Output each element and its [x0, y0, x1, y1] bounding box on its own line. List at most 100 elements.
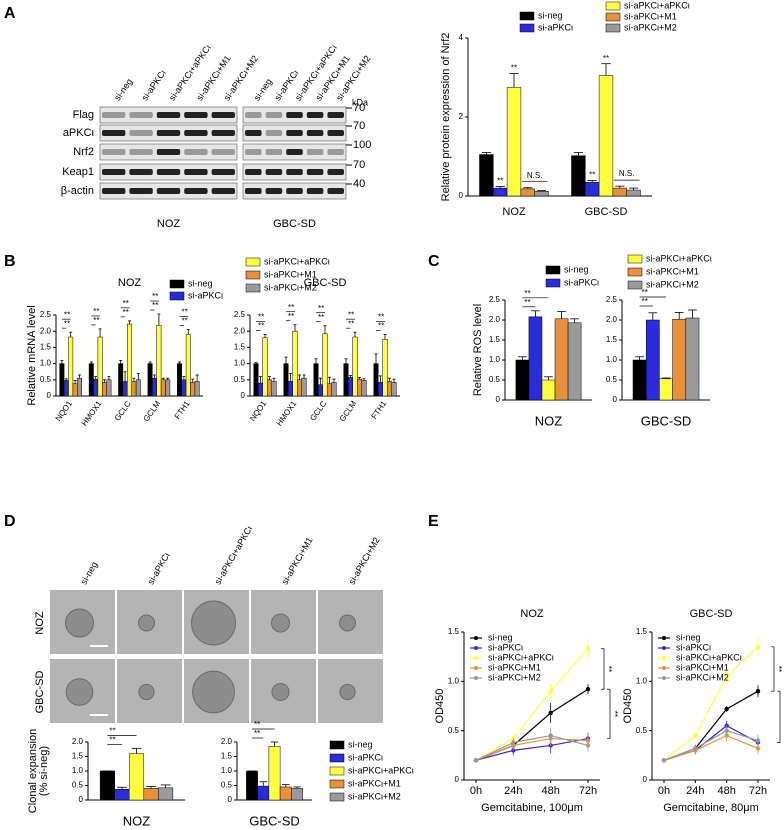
bar — [327, 383, 332, 397]
legend-marker — [474, 646, 478, 650]
marker — [548, 710, 553, 716]
bar — [160, 379, 166, 397]
blot-band — [156, 112, 181, 118]
blot-band — [129, 169, 153, 175]
legend-label: si-aPKCι — [564, 277, 599, 287]
bar — [659, 378, 673, 401]
line — [663, 734, 759, 761]
bar — [279, 786, 292, 801]
x-tick-label: GBC-SD — [585, 206, 628, 218]
legend-swatch — [605, 1, 621, 11]
x-tick-label: FTH1 — [173, 399, 192, 421]
marker — [724, 674, 729, 679]
legend-swatch — [605, 12, 621, 22]
bar — [554, 318, 569, 401]
y-axis-label: Relative protein expression of Nrf2 — [440, 33, 452, 202]
legend-label: si-neg — [676, 632, 701, 642]
significance: ** — [288, 312, 294, 321]
column-label: si-aPKCι+aPKCι — [213, 524, 255, 586]
bar — [632, 359, 647, 401]
blot-band — [306, 112, 324, 118]
line — [475, 734, 589, 761]
legend-marker — [662, 646, 666, 650]
significance: ** — [64, 319, 70, 328]
legend-swatch — [245, 257, 261, 267]
blot-band — [286, 130, 303, 136]
bar — [165, 379, 171, 397]
legend-label: si-aPKCι+M2 — [624, 22, 677, 32]
row-label: NOZ — [34, 611, 46, 635]
y-tick-label: 1.0 — [72, 766, 84, 775]
bar — [534, 191, 549, 197]
blot-band — [327, 130, 344, 136]
legend-label: si-aPKCι+M2 — [646, 279, 699, 289]
colony — [191, 600, 236, 646]
legend-swatch — [545, 278, 561, 288]
legend-swatch — [545, 265, 561, 275]
bar — [114, 789, 130, 801]
x-tick-label: GCLC — [113, 399, 133, 423]
y-tick-label: 0.5 — [72, 781, 84, 790]
significance: ** — [318, 313, 324, 322]
legend-label: si-neg — [188, 278, 213, 288]
legend-marker — [474, 666, 478, 670]
x-axis-label: Gemcitabine, 100μm — [481, 802, 583, 814]
y-tick-label: 0 — [228, 795, 233, 804]
y-tick-label: 0.5 — [40, 375, 52, 384]
legend-label: si-aPKCι — [538, 22, 573, 32]
bar — [645, 319, 660, 401]
line — [475, 648, 589, 761]
bar — [541, 379, 556, 401]
significance: ** — [288, 303, 294, 312]
lane-label: si-neg — [252, 77, 274, 103]
x-tick-label: NQO1 — [54, 399, 75, 423]
colony — [339, 683, 356, 701]
marker — [661, 758, 667, 763]
x-axis-label: Gemcitabine, 80μm — [663, 802, 759, 814]
significance: ** — [497, 177, 503, 186]
bar — [185, 334, 191, 397]
y-tick-label: 0.5 — [636, 726, 648, 735]
bar — [571, 155, 586, 197]
significance: ** — [604, 666, 613, 672]
blot-band — [286, 112, 303, 118]
panel-letter: A — [4, 5, 16, 22]
bar — [301, 377, 307, 397]
bar — [122, 381, 128, 397]
blot-band — [245, 188, 262, 194]
legend-marker — [662, 636, 666, 640]
significance: ** — [152, 301, 158, 310]
size-label: 100 — [353, 139, 371, 151]
marker — [755, 644, 761, 649]
blot-band — [156, 130, 181, 136]
line — [663, 646, 759, 761]
subplot-title: GBC-SD — [304, 277, 347, 289]
y-tick-label: 0 — [496, 395, 501, 404]
y-tick-label: 1.5 — [606, 335, 618, 344]
blot-group: NOZ — [157, 218, 181, 230]
y-tick-label: 1.0 — [606, 355, 618, 364]
blot-band — [265, 130, 283, 136]
y-tick-label: 1.0 — [40, 359, 52, 368]
y-axis-label: (% si-neg) — [38, 746, 50, 796]
bar — [292, 330, 298, 397]
marker — [693, 733, 698, 738]
bar — [93, 378, 99, 397]
x-tick-label: GBC-SD — [641, 413, 692, 428]
blot-band — [211, 188, 235, 194]
blot-band — [211, 149, 235, 155]
bar — [190, 382, 196, 397]
blot-band — [286, 188, 303, 194]
y-axis-label: Clonal expansion — [27, 729, 39, 813]
legend-swatch — [245, 283, 261, 293]
legend-swatch — [169, 279, 185, 289]
significance: N.S. — [527, 171, 543, 180]
blot-band — [245, 130, 262, 136]
legend-swatch — [329, 740, 345, 750]
blot-band — [265, 149, 283, 155]
bar — [257, 785, 270, 801]
column-label: si-neg — [79, 560, 100, 586]
blot-band — [102, 112, 126, 118]
bar — [612, 187, 627, 197]
